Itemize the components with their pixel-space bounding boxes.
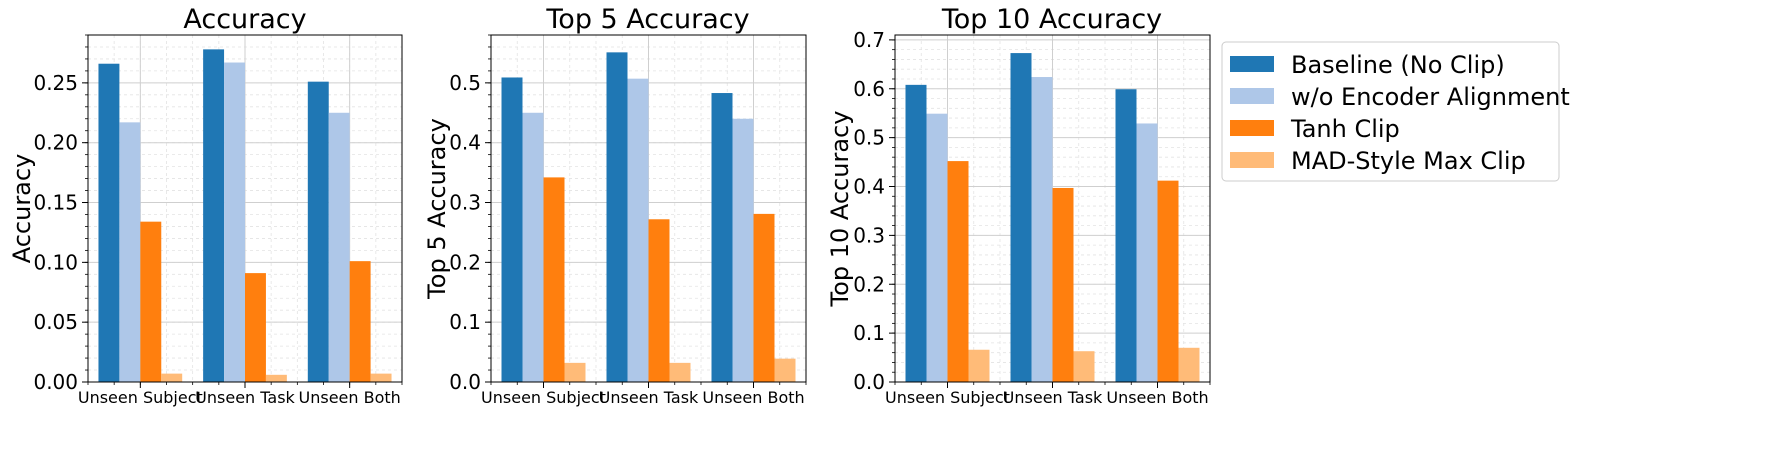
legend-entry: Tanh Clip <box>1290 115 1400 143</box>
bar-baseline-no-clip-unseen-subject <box>905 84 927 382</box>
legend-swatch <box>1230 56 1274 72</box>
bar-baseline-no-clip-unseen-task <box>606 52 628 382</box>
bar-w-o-encoder-alignment-unseen-subject <box>926 113 948 382</box>
xtick-label: Unseen Subject <box>885 388 1010 407</box>
bar-mad-style-max-clip-unseen-both <box>1178 347 1200 382</box>
bar-tanh-clip-unseen-subject <box>947 161 969 382</box>
xtick-label: Unseen Task <box>195 388 295 407</box>
legend-frame <box>1221 41 1560 182</box>
bar-tanh-clip-unseen-task <box>648 219 670 382</box>
ytick-label: 0.5 <box>449 71 481 95</box>
xtick-label: Unseen Both <box>299 388 401 407</box>
ytick-label: 0.15 <box>33 191 78 215</box>
bar-mad-style-max-clip-unseen-task <box>1073 351 1095 382</box>
legend-entry: w/o Encoder Alignment <box>1291 83 1570 111</box>
xtick-label: Unseen Subject <box>481 388 606 407</box>
xtick-label: Unseen Task <box>1003 388 1103 407</box>
y-axis-label: Top 10 Accuracy <box>826 111 854 308</box>
ytick-label: 0.3 <box>853 223 885 247</box>
bar-tanh-clip-unseen-both <box>1157 180 1179 382</box>
ytick-label: 0.7 <box>853 28 885 52</box>
bar-tanh-clip-unseen-task <box>1052 187 1074 382</box>
legend-swatch <box>1230 88 1274 104</box>
bar-w-o-encoder-alignment-unseen-both <box>328 112 350 382</box>
bar-mad-style-max-clip-unseen-task <box>669 362 691 382</box>
bar-w-o-encoder-alignment-unseen-subject <box>119 122 141 383</box>
ytick-label: 0.1 <box>853 321 885 345</box>
legend-swatch <box>1230 120 1274 136</box>
y-axis-label: Top 5 Accuracy <box>423 118 451 300</box>
bar-w-o-encoder-alignment-unseen-task <box>1031 77 1053 383</box>
bar-mad-style-max-clip-unseen-subject <box>161 373 183 382</box>
ytick-label: 0.20 <box>33 131 78 155</box>
ytick-label: 0.5 <box>853 126 885 150</box>
ytick-label: 0.10 <box>33 250 78 274</box>
chart-title: Top 5 Accuracy <box>545 4 749 35</box>
bar-baseline-no-clip-unseen-both <box>307 81 329 382</box>
bar-w-o-encoder-alignment-unseen-task <box>627 78 649 383</box>
legend: Baseline (No Clip) w/o Encoder Alignment T… <box>1221 41 1570 182</box>
bar-baseline-no-clip-unseen-subject <box>501 77 523 382</box>
bar-tanh-clip-unseen-task <box>245 273 266 382</box>
bar-baseline-no-clip-unseen-both <box>1115 89 1137 382</box>
bar-baseline-no-clip-unseen-both <box>711 93 733 382</box>
ytick-label: 0.1 <box>449 310 481 334</box>
bar-mad-style-max-clip-unseen-task <box>265 374 287 382</box>
ytick-label: 0.0 <box>449 370 481 394</box>
ytick-label: 0.4 <box>853 175 885 199</box>
bar-baseline-no-clip-unseen-task <box>1010 53 1032 382</box>
ytick-label: 0.6 <box>853 77 885 101</box>
xtick-label: Unseen Both <box>702 388 804 407</box>
bar-baseline-no-clip-unseen-subject <box>98 63 120 382</box>
bar-w-o-encoder-alignment-unseen-both <box>732 118 754 383</box>
chart-title: Accuracy <box>183 4 306 35</box>
bar-mad-style-max-clip-unseen-both <box>370 373 392 382</box>
chart-title: Top 10 Accuracy <box>941 4 1162 35</box>
bar-mad-style-max-clip-unseen-both <box>774 358 796 382</box>
ytick-label: 0.25 <box>33 71 78 95</box>
ytick-label: 0.3 <box>449 191 481 215</box>
ytick-label: 0.05 <box>33 310 78 334</box>
xtick-label: Unseen Both <box>1106 388 1208 407</box>
ytick-label: 0.0 <box>853 370 885 394</box>
bar-tanh-clip-unseen-subject <box>543 177 565 382</box>
ytick-label: 0.4 <box>449 131 481 155</box>
ytick-label: 0.2 <box>853 272 885 296</box>
xtick-label: Unseen Subject <box>78 388 203 407</box>
bar-w-o-encoder-alignment-unseen-task <box>224 62 245 382</box>
bar-baseline-no-clip-unseen-task <box>203 49 225 383</box>
ytick-label: 0.2 <box>449 250 481 274</box>
legend-entry: Baseline (No Clip) <box>1291 51 1505 79</box>
bar-w-o-encoder-alignment-unseen-subject <box>522 112 544 382</box>
xtick-label: Unseen Task <box>599 388 699 407</box>
bar-w-o-encoder-alignment-unseen-both <box>1136 123 1158 382</box>
ytick-label: 0.00 <box>33 370 78 394</box>
legend-swatch <box>1230 152 1274 168</box>
bar-mad-style-max-clip-unseen-subject <box>564 362 586 382</box>
bar-tanh-clip-unseen-both <box>349 261 371 382</box>
bar-mad-style-max-clip-unseen-subject <box>968 349 990 382</box>
y-axis-label: Accuracy <box>8 154 36 264</box>
bar-tanh-clip-unseen-both <box>753 213 775 382</box>
bar-tanh-clip-unseen-subject <box>140 221 162 382</box>
legend-entry: MAD-Style Max Clip <box>1291 147 1526 175</box>
